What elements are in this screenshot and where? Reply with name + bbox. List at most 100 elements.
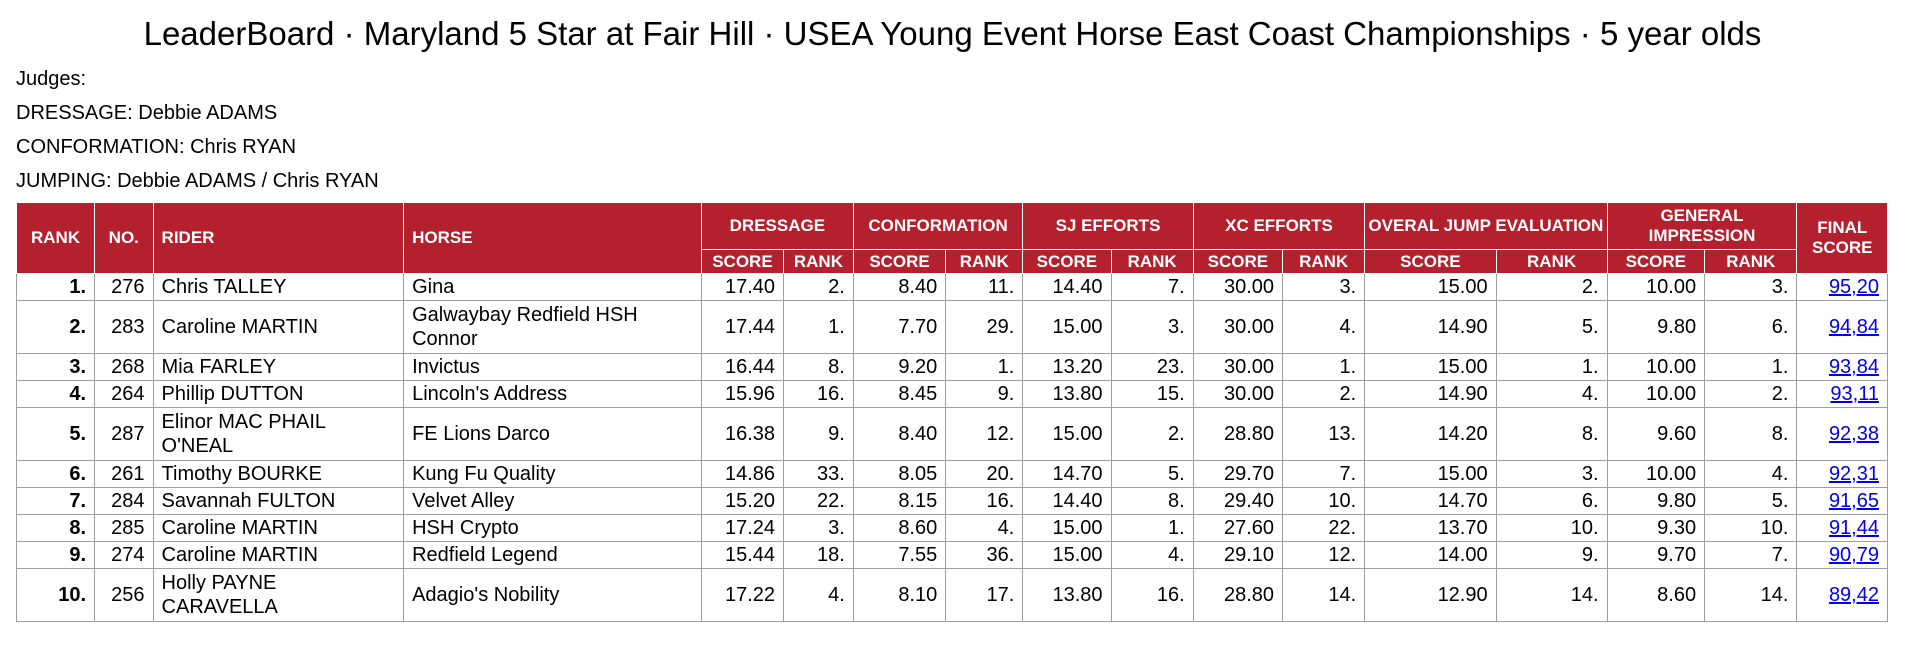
cell-general-score: 9.70: [1606, 541, 1706, 569]
subheader-xc-efforts-rank: RANK: [1282, 249, 1366, 274]
final-score-link[interactable]: 93,11: [1830, 383, 1879, 405]
cell-no: 287: [94, 407, 154, 461]
subheader-dressage-rank: RANK: [783, 249, 854, 274]
cell-general-rank: 14.: [1704, 568, 1798, 622]
cell-conformation-rank: 4.: [945, 514, 1024, 542]
header-sj-efforts: SJ EFFORTS: [1022, 202, 1194, 250]
cell-general-score: 10.00: [1606, 273, 1706, 301]
cell-final-score: 93,84: [1796, 353, 1888, 381]
cell-final-score: 92,31: [1796, 460, 1888, 488]
cell-rank: 2.: [15, 300, 96, 354]
subheader-general-impression-rank: RANK: [1704, 249, 1798, 274]
table-row: 3. 268 Mia FARLEY Invictus 16.44 8. 9.20 1. 13.2…: [15, 353, 1888, 381]
table-row: 10. 256 Holly PAYNE CARAVELLA Adagio's Nobi…: [15, 568, 1888, 622]
subheader-xc-efforts-score: SCORE: [1192, 249, 1284, 274]
cell-xc-rank: 22.: [1282, 514, 1366, 542]
header-xc-efforts: XC EFFORTS: [1192, 202, 1366, 250]
cell-conformation-rank: 9.: [945, 380, 1024, 408]
subheader-sj-efforts-rank: RANK: [1110, 249, 1194, 274]
final-score-link[interactable]: 91,44: [1828, 517, 1879, 539]
cell-dressage-score: 16.44: [700, 353, 785, 381]
cell-general-rank: 7.: [1704, 541, 1798, 569]
cell-overall-jump-score: 13.70: [1364, 514, 1497, 542]
page-title: LeaderBoard · Maryland 5 Star at Fair Hi…: [143, 15, 1762, 52]
cell-rank: 7.: [15, 487, 96, 515]
cell-general-score: 9.30: [1606, 514, 1706, 542]
cell-dressage-rank: 8.: [783, 353, 854, 381]
cell-conformation-score: 8.05: [852, 460, 947, 488]
final-score-link[interactable]: 95,20: [1828, 276, 1879, 298]
table-row: 1. 276 Chris TALLEY Gina 17.40 2. 8.40 11. 14.40…: [15, 273, 1888, 301]
cell-rank: 6.: [15, 460, 96, 488]
table-row: 8. 285 Caroline MARTIN HSH Crypto 17.24 3. 8.6…: [15, 514, 1888, 542]
final-score-link[interactable]: 92,31: [1828, 463, 1879, 485]
cell-conformation-score: 7.70: [852, 300, 947, 354]
cell-dressage-rank: 9.: [783, 407, 854, 461]
table-row: 2. 283 Caroline MARTIN Galwaybay Redfield H…: [15, 300, 1888, 354]
judges-heading: Judges:: [16, 68, 87, 90]
cell-no: 256: [94, 568, 154, 622]
cell-sj-rank: 1.: [1110, 514, 1194, 542]
cell-rider: Chris TALLEY: [152, 273, 405, 301]
cell-horse: Galwaybay Redfield HSH Connor: [403, 300, 702, 354]
final-score-link[interactable]: 94,84: [1828, 316, 1879, 338]
cell-sj-score: 13.80: [1022, 568, 1112, 622]
cell-no: 268: [94, 353, 154, 381]
cell-xc-rank: 10.: [1282, 487, 1366, 515]
final-score-link[interactable]: 91,65: [1828, 490, 1879, 512]
cell-dressage-rank: 18.: [783, 541, 854, 569]
cell-conformation-rank: 1.: [945, 353, 1024, 381]
cell-no: 261: [94, 460, 154, 488]
cell-rider: Caroline MARTIN: [152, 514, 405, 542]
cell-sj-score: 13.20: [1022, 353, 1112, 381]
cell-general-rank: 4.: [1704, 460, 1798, 488]
cell-general-rank: 5.: [1704, 487, 1798, 515]
cell-rider: Mia FARLEY: [152, 353, 405, 381]
final-score-link[interactable]: 92,38: [1828, 423, 1879, 445]
cell-xc-score: 29.40: [1192, 487, 1284, 515]
cell-dressage-score: 15.44: [700, 541, 785, 569]
subheader-dressage-score: SCORE: [700, 249, 785, 274]
cell-xc-rank: 13.: [1282, 407, 1366, 461]
table-row: 5. 287 Elinor MAC PHAIL O'NEAL FE Lions Dar…: [15, 407, 1888, 461]
cell-conformation-rank: 12.: [945, 407, 1024, 461]
cell-overall-jump-score: 14.90: [1364, 300, 1497, 354]
final-score-link[interactable]: 89,42: [1828, 584, 1879, 606]
cell-no: 283: [94, 300, 154, 354]
cell-dressage-score: 15.20: [700, 487, 785, 515]
final-score-link[interactable]: 90,79: [1828, 544, 1879, 566]
cell-xc-rank: 4.: [1282, 300, 1366, 354]
cell-no: 285: [94, 514, 154, 542]
cell-xc-score: 30.00: [1192, 300, 1284, 354]
cell-dressage-score: 17.40: [700, 273, 785, 301]
judges-panel: Judges: DRESSAGE: Debbie ADAMS CONFORMAT…: [16, 62, 1920, 198]
cell-rank: 5.: [15, 407, 96, 461]
cell-overall-jump-rank: 8.: [1495, 407, 1608, 461]
table-row: 4. 264 Phillip DUTTON Lincoln's Address 15.9…: [15, 380, 1888, 408]
judge-jumping: JUMPING: Debbie ADAMS / Chris RYAN: [16, 170, 379, 192]
cell-final-score: 95,20: [1796, 273, 1888, 301]
cell-general-rank: 6.: [1704, 300, 1798, 354]
cell-xc-score: 28.80: [1192, 568, 1284, 622]
cell-horse: Adagio's Nobility: [403, 568, 702, 622]
cell-sj-rank: 4.: [1110, 541, 1194, 569]
cell-conformation-rank: 16.: [945, 487, 1024, 515]
cell-horse: Lincoln's Address: [403, 380, 702, 408]
cell-rider: Timothy BOURKE: [152, 460, 405, 488]
final-score-link[interactable]: 93,84: [1828, 356, 1879, 378]
cell-overall-jump-rank: 5.: [1495, 300, 1608, 354]
cell-horse: FE Lions Darco: [403, 407, 702, 461]
cell-general-rank: 1.: [1704, 353, 1798, 381]
cell-xc-rank: 2.: [1282, 380, 1366, 408]
cell-sj-rank: 15.: [1110, 380, 1194, 408]
cell-xc-rank: 3.: [1282, 273, 1366, 301]
cell-dressage-rank: 16.: [783, 380, 854, 408]
header-no: NO.: [94, 202, 154, 274]
cell-horse: Redfield Legend: [403, 541, 702, 569]
cell-conformation-rank: 20.: [945, 460, 1024, 488]
subheader-overall-jump-score: SCORE: [1364, 249, 1497, 274]
cell-rider: Phillip DUTTON: [152, 380, 405, 408]
cell-sj-score: 13.80: [1022, 380, 1112, 408]
cell-conformation-rank: 29.: [945, 300, 1024, 354]
header-dressage: DRESSAGE: [700, 202, 854, 250]
